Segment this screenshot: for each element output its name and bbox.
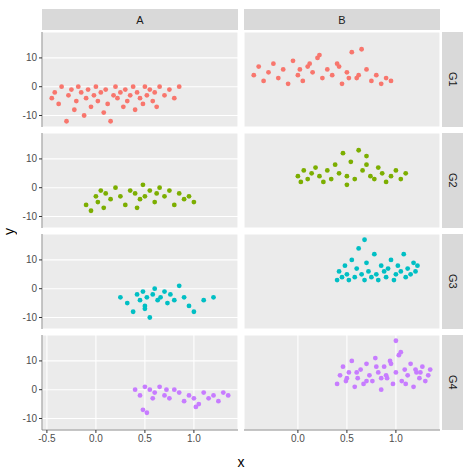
svg-text:10: 10 bbox=[26, 52, 38, 63]
html-text:x: x bbox=[237, 454, 245, 470]
html-text:A: A bbox=[136, 13, 144, 26]
html-text:G3: G3 bbox=[446, 274, 459, 289]
svg-text:1.0: 1.0 bbox=[187, 433, 201, 444]
svg-text:-10: -10 bbox=[23, 312, 38, 323]
html-text:y: y bbox=[1, 227, 17, 235]
html-text:G4: G4 bbox=[446, 375, 459, 390]
svg-text:0: 0 bbox=[31, 182, 37, 193]
svg-text:-10: -10 bbox=[23, 413, 38, 424]
svg-text:-10: -10 bbox=[23, 110, 38, 121]
svg-text:0.0: 0.0 bbox=[89, 433, 103, 444]
html-text:B: B bbox=[338, 13, 346, 26]
html-text:G1: G1 bbox=[446, 72, 459, 87]
svg-text:10: 10 bbox=[26, 254, 38, 265]
svg-text:0: 0 bbox=[31, 283, 37, 294]
svg-text:0.0: 0.0 bbox=[291, 433, 305, 444]
svg-text:0.5: 0.5 bbox=[138, 433, 152, 444]
html-text:G2: G2 bbox=[446, 173, 459, 188]
svg-text:10: 10 bbox=[26, 355, 38, 366]
svg-text:1.0: 1.0 bbox=[389, 433, 403, 444]
svg-text:0: 0 bbox=[31, 384, 37, 395]
svg-text:10: 10 bbox=[26, 153, 38, 164]
svg-text:-10: -10 bbox=[23, 211, 38, 222]
svg-text:0: 0 bbox=[31, 81, 37, 92]
svg-text:-0.5: -0.5 bbox=[38, 433, 56, 444]
svg-text:0.5: 0.5 bbox=[340, 433, 354, 444]
